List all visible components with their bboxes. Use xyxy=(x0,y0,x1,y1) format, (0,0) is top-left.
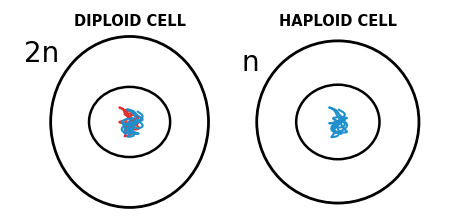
Text: 2n: 2n xyxy=(24,40,60,68)
Text: HAPLOID CELL: HAPLOID CELL xyxy=(279,14,397,29)
Text: n: n xyxy=(241,49,259,77)
Text: DIPLOID CELL: DIPLOID CELL xyxy=(73,14,186,29)
